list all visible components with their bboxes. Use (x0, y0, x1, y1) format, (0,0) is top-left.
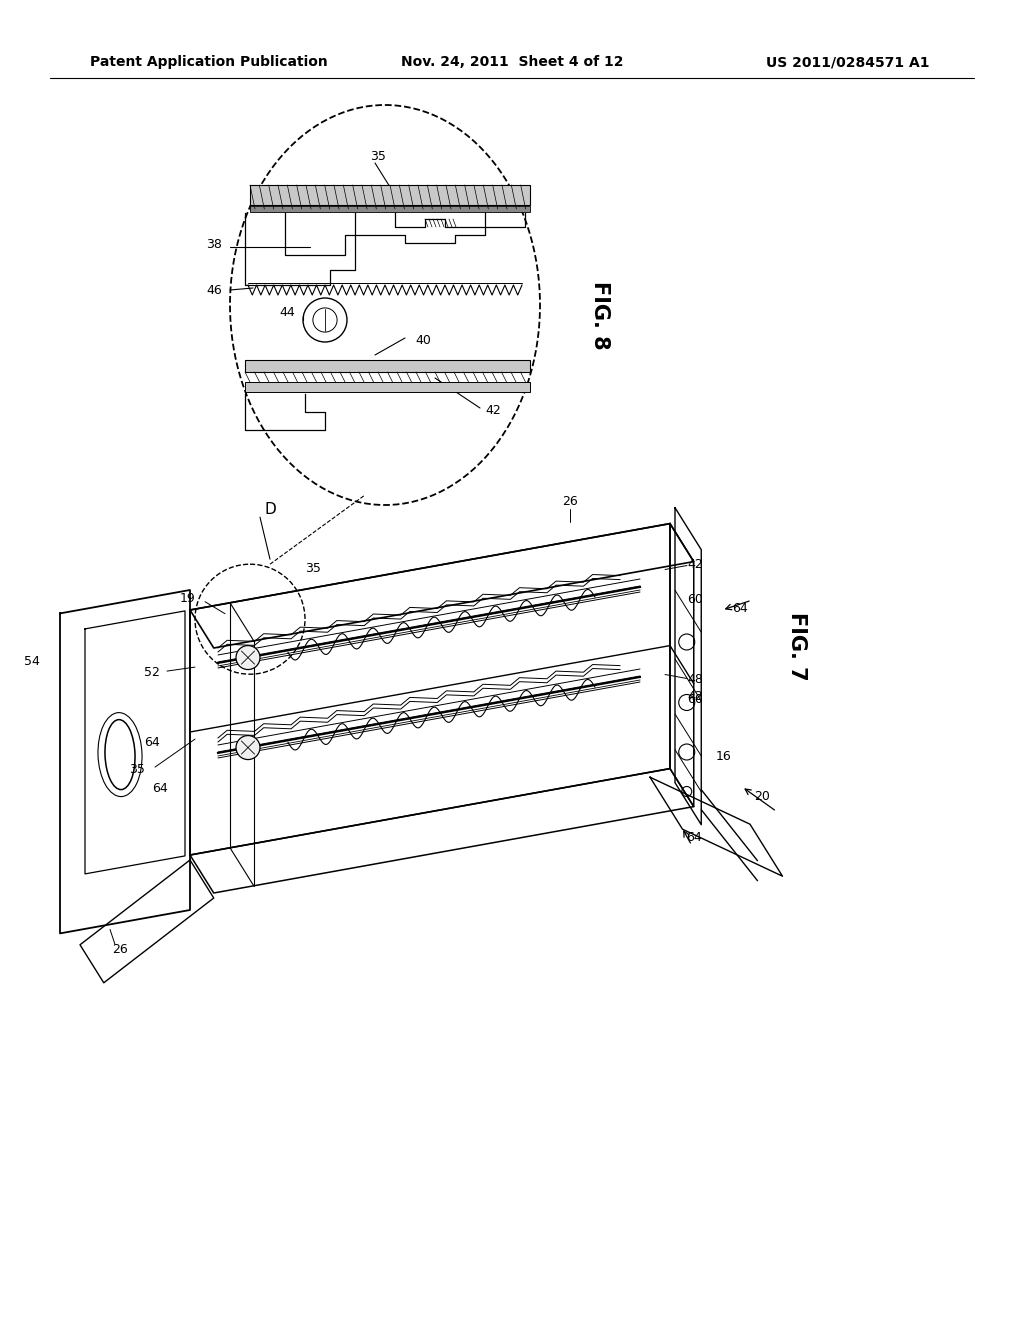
Text: 20: 20 (754, 791, 770, 803)
Text: Patent Application Publication: Patent Application Publication (90, 55, 328, 69)
Text: 52: 52 (144, 665, 160, 678)
Text: 19: 19 (179, 593, 195, 605)
Text: 26: 26 (562, 495, 578, 508)
Circle shape (236, 645, 260, 669)
Text: 40: 40 (415, 334, 431, 346)
Text: 64: 64 (732, 602, 748, 615)
Text: 44: 44 (280, 305, 295, 318)
Text: 64: 64 (144, 735, 160, 748)
Text: FIG. 8: FIG. 8 (590, 281, 610, 350)
Text: 60: 60 (687, 693, 702, 706)
Text: 42: 42 (485, 404, 501, 417)
Text: 16: 16 (716, 751, 731, 763)
Circle shape (236, 735, 260, 759)
Text: 35: 35 (305, 562, 321, 574)
Text: 48: 48 (687, 673, 702, 686)
Text: D: D (265, 502, 276, 516)
Text: Nov. 24, 2011  Sheet 4 of 12: Nov. 24, 2011 Sheet 4 of 12 (400, 55, 624, 69)
Bar (250, 206, 530, 213)
Bar (245, 381, 530, 392)
Text: 54: 54 (25, 655, 40, 668)
Text: 35: 35 (370, 150, 386, 164)
Text: 64: 64 (153, 781, 168, 795)
Text: 60: 60 (687, 593, 702, 606)
Bar (245, 360, 530, 372)
Text: 46: 46 (206, 284, 222, 297)
Text: 42: 42 (687, 690, 702, 704)
Text: US 2011/0284571 A1: US 2011/0284571 A1 (767, 55, 930, 69)
Text: 26: 26 (112, 942, 128, 956)
Text: 42: 42 (687, 558, 702, 572)
Text: 35: 35 (129, 763, 145, 776)
Text: FIG. 7: FIG. 7 (786, 612, 807, 681)
Text: 64: 64 (686, 830, 701, 843)
Text: 38: 38 (206, 239, 222, 252)
Bar (250, 185, 530, 205)
